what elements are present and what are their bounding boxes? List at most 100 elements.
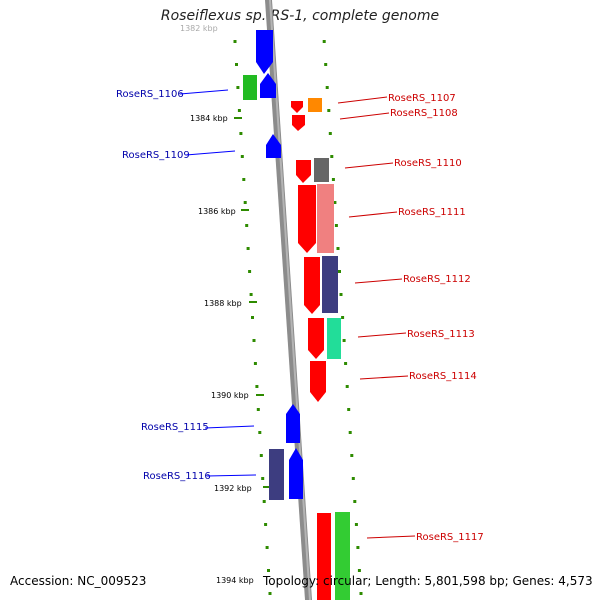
tick-dot-left (252, 339, 256, 342)
tick-dot-right (324, 63, 328, 66)
tick-dot-right (351, 477, 355, 480)
tick-dot-left (243, 201, 247, 204)
leader-1110 (344, 162, 394, 169)
tick-dot-right (345, 385, 349, 388)
gene-1107-partner[interactable] (291, 101, 303, 113)
tick-dot-left (233, 40, 237, 43)
label-RoseRS_1109[interactable]: RoseRS_1109 (122, 150, 190, 161)
tick-dot-right (357, 569, 361, 572)
gene-1108[interactable] (292, 115, 305, 131)
tick-dot-right (344, 362, 348, 365)
gene-1112[interactable] (322, 256, 338, 313)
gene-1113[interactable] (327, 318, 341, 359)
tick-dot-right (334, 224, 338, 227)
map-title: Roseiflexus sp. RS-1, complete genome (160, 8, 440, 24)
tick-dot-right (328, 132, 332, 135)
gene-1115[interactable] (286, 404, 300, 443)
label-RoseRS_1117[interactable]: RoseRS_1117 (416, 532, 484, 543)
tick-dot-right (348, 431, 352, 434)
tick-dot-left (249, 293, 253, 296)
gene-1114[interactable] (310, 361, 326, 402)
tick-dot-right (354, 523, 358, 526)
gene-1116-partner[interactable] (269, 449, 284, 500)
leader-1117 (366, 535, 416, 539)
kbp-scale: 1382 kbp 1384 kbp 1386 kbp 1388 kbp 1390… (180, 23, 271, 585)
tick-label-1390: 1390 kbp (211, 391, 249, 400)
gene-1116[interactable] (289, 448, 303, 499)
tick-dots (233, 40, 363, 595)
gene-1110-partner[interactable] (296, 160, 311, 183)
tick-dot-left (264, 523, 268, 526)
tick-label-1382: 1382 kbp (180, 24, 218, 33)
tick-dot-left (265, 546, 269, 549)
tick-label-1394: 1394 kbp (216, 576, 254, 585)
gene-1106-partner[interactable] (243, 75, 257, 100)
label-RoseRS_1111[interactable]: RoseRS_1111 (398, 207, 466, 218)
reverse-strand-genes (291, 98, 350, 600)
label-RoseRS_1115[interactable]: RoseRS_1115 (141, 422, 209, 433)
tick-dot-left (246, 247, 250, 250)
label-RoseRS_1112[interactable]: RoseRS_1112 (403, 274, 471, 285)
tick-dot-left (240, 155, 244, 158)
tick-dot-left (248, 270, 252, 273)
tick-dot-right (353, 500, 357, 503)
tick-dot-right (331, 178, 335, 181)
leader-1116 (206, 474, 257, 477)
leader-1115 (204, 425, 255, 429)
tick-label-1386: 1386 kbp (198, 207, 236, 216)
gene-1117[interactable] (317, 513, 331, 600)
gene-1107[interactable] (308, 98, 322, 112)
leader-1109 (185, 150, 236, 156)
tick-dot-right (330, 155, 334, 158)
tick-dot-right (347, 408, 351, 411)
left-labels: RoseRS_1106 RoseRS_1109 RoseRS_1115 Rose… (116, 89, 257, 482)
tick-dot-left (255, 385, 259, 388)
tick-dot-right (336, 247, 340, 250)
leader-1113 (357, 332, 407, 338)
leader-1114 (359, 375, 409, 380)
gene-1106[interactable] (260, 73, 276, 98)
tick-dot-right (325, 86, 329, 89)
leader-1106 (179, 89, 229, 95)
label-RoseRS_1107[interactable]: RoseRS_1107 (388, 93, 456, 104)
tick-dot-left (267, 569, 270, 572)
gene-1113-partner[interactable] (308, 318, 324, 359)
tick-dot-right (327, 109, 331, 112)
leader-1112 (354, 278, 403, 284)
tick-dot-left (235, 63, 238, 66)
label-RoseRS_1114[interactable]: RoseRS_1114 (409, 371, 477, 382)
gene-1112-partner[interactable] (304, 257, 320, 314)
label-RoseRS_1106[interactable]: RoseRS_1106 (116, 89, 184, 100)
forward-strand-genes (243, 30, 303, 500)
tick-dot-right (350, 454, 354, 457)
gene-1110[interactable] (314, 158, 329, 182)
gene-forward-top[interactable] (256, 30, 273, 74)
tick-dot-left (259, 454, 263, 457)
tick-dot-right (356, 546, 360, 549)
gene-1111[interactable] (317, 184, 334, 253)
tick-label-1388: 1388 kbp (204, 299, 242, 308)
leader-1107 (337, 96, 388, 104)
gene-1117-partner[interactable] (335, 512, 350, 600)
tick-dot-left (258, 431, 262, 434)
topology-text: Topology: circular; Length: 5,801,598 bp… (263, 574, 593, 588)
label-RoseRS_1110[interactable]: RoseRS_1110 (394, 158, 462, 169)
tick-dot-left (251, 316, 254, 319)
label-RoseRS_1108[interactable]: RoseRS_1108 (390, 108, 458, 119)
gene-1111-partner[interactable] (298, 185, 316, 253)
tick-dot-right (322, 40, 326, 43)
tick-label-1392: 1392 kbp (214, 484, 252, 493)
tick-dot-right (333, 201, 337, 204)
tick-dot-left (242, 178, 246, 181)
label-RoseRS_1113[interactable]: RoseRS_1113 (407, 329, 475, 340)
gene-1109[interactable] (266, 134, 281, 158)
label-RoseRS_1116[interactable]: RoseRS_1116 (143, 471, 211, 482)
tick-dot-right (342, 339, 346, 342)
tick-dot-left (256, 408, 260, 411)
tick-dot-left (268, 592, 272, 595)
tick-dot-left (261, 477, 265, 480)
tick-dot-left (262, 500, 266, 503)
tick-dot-left (236, 86, 240, 89)
leader-1111 (348, 211, 398, 218)
